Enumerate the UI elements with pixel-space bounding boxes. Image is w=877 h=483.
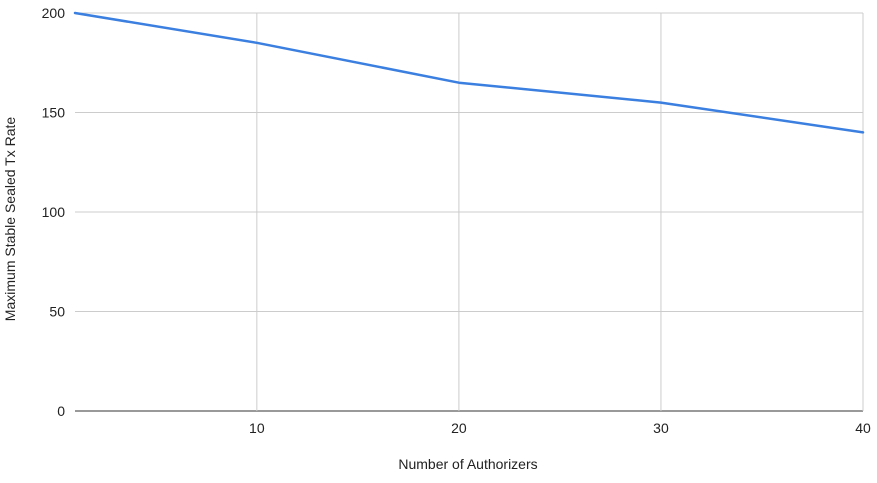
x-tick-label: 30 bbox=[653, 420, 669, 436]
y-tick-label: 100 bbox=[42, 204, 66, 220]
y-tick-label: 0 bbox=[57, 403, 65, 419]
x-tick-labels: 10 20 30 40 bbox=[249, 420, 871, 436]
x-gridlines bbox=[256, 13, 864, 411]
y-tick-label: 150 bbox=[42, 105, 66, 121]
y-gridlines bbox=[75, 12, 863, 412]
series-line bbox=[73, 11, 865, 134]
x-axis-title: Number of Authorizers bbox=[398, 456, 537, 472]
x-tick-label: 10 bbox=[249, 420, 265, 436]
y-tick-label: 200 bbox=[42, 5, 66, 21]
y-tick-labels: 0 50 100 150 200 bbox=[42, 5, 66, 419]
x-tick-label: 20 bbox=[451, 420, 467, 436]
series-layer bbox=[73, 11, 865, 134]
y-axis-title: Maximum Stable Sealed Tx Rate bbox=[2, 117, 18, 322]
x-tick-label: 40 bbox=[855, 420, 871, 436]
y-tick-label: 50 bbox=[49, 304, 65, 320]
